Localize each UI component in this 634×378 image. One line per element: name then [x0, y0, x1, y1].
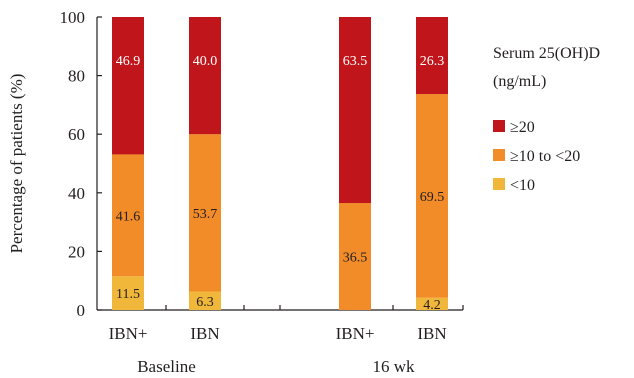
y-axis-title: Percentage of patients (%): [7, 74, 26, 254]
data-label: 41.6: [116, 209, 141, 224]
y-tick-label: 80: [68, 67, 85, 86]
bar-segment: [416, 297, 448, 310]
bar-segment: [112, 276, 144, 310]
group-label: Baseline: [137, 357, 196, 376]
x-tick-label: IBN: [190, 324, 219, 343]
legend-label: ≥10 to <20: [510, 148, 580, 165]
data-label: 69.5: [420, 190, 445, 205]
bars: [112, 17, 448, 310]
bar-segment: [339, 17, 371, 204]
bar-segment: [189, 134, 221, 292]
data-label: 11.5: [116, 287, 140, 302]
y-tick-label: 40: [68, 184, 85, 203]
data-label: 36.5: [343, 251, 368, 266]
y-tick-label: 0: [77, 301, 86, 320]
data-label: 46.9: [116, 54, 141, 69]
data-label: 4.2: [423, 298, 441, 313]
bar-segment: [112, 17, 144, 155]
data-label: 53.7: [193, 207, 218, 222]
axes: 0 20 40 60 80 100 Percentage of patients (%) IB…: [7, 8, 464, 376]
y-tick-label: 100: [60, 8, 86, 27]
legend-swatch: [493, 178, 505, 190]
legend-title-line2: (ng/mL): [493, 73, 546, 90]
legend-label: <10: [510, 177, 535, 194]
data-labels: 11.5 41.6 46.9 6.3 53.7 40.0 36.5 63.5 4.2 69.5 26…: [116, 54, 445, 313]
legend-title-line1: Serum 25(OH)D: [493, 45, 600, 62]
x-tick-label: IBN+: [336, 324, 375, 343]
bar-segment: [189, 17, 221, 135]
bar-segment: [416, 94, 448, 298]
data-label: 26.3: [420, 54, 445, 69]
data-label: 6.3: [196, 295, 214, 310]
group-label: 16 wk: [372, 357, 415, 376]
legend-label: ≥20: [510, 119, 535, 136]
y-tick-label: 60: [68, 125, 85, 144]
legend-swatch: [493, 149, 505, 161]
data-label: 63.5: [343, 54, 368, 69]
x-tick-label: IBN+: [109, 324, 148, 343]
data-label: 40.0: [193, 54, 218, 69]
bar-segment: [112, 154, 144, 277]
bar-segment: [339, 203, 371, 310]
legend: Serum 25(OH)D (ng/mL) ≥20 ≥10 to <20 <10: [493, 45, 600, 194]
bar-segment: [416, 17, 448, 95]
bar-segment: [189, 291, 221, 310]
y-tick-label: 20: [68, 242, 85, 261]
x-tick-label: IBN: [417, 324, 446, 343]
legend-swatch: [493, 120, 505, 132]
